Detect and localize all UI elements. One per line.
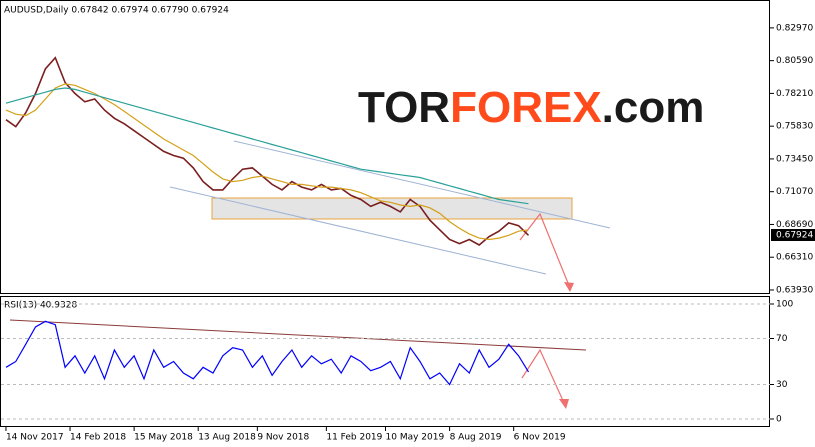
y-tick-label: 0.75830	[776, 122, 813, 132]
x-tick-label: 11 Feb 2019	[326, 433, 382, 443]
arrow-head	[564, 282, 574, 292]
channel-bottom	[169, 186, 547, 275]
price-tag-bg	[771, 228, 815, 241]
arrow-head	[559, 399, 569, 409]
x-tick-label: 6 Nov 2019	[514, 433, 566, 443]
y-tick-label: 100	[776, 300, 793, 310]
x-tick-label: 10 May 2019	[386, 433, 445, 443]
x-tick-label: 8 Aug 2019	[450, 433, 502, 443]
y-tick-label: 0.80590	[776, 56, 813, 66]
rsi-title: RSI(13) 40.9328	[4, 301, 77, 311]
x-tick-label: 15 May 2018	[134, 433, 193, 443]
watermark-part: TOR	[358, 83, 450, 132]
channel-top	[233, 140, 611, 229]
series-line	[5, 56, 530, 246]
y-tick-label: 0.68690	[776, 220, 813, 230]
y-tick-label: 0	[776, 415, 782, 425]
y-tick-label: 0.73450	[776, 154, 813, 164]
price-panel	[0, 0, 770, 294]
series-line	[5, 87, 529, 205]
resistance-zone	[211, 197, 573, 220]
y-tick-label: 30	[776, 380, 788, 390]
series-line	[5, 83, 529, 241]
y-tick-label: 0.71070	[776, 187, 813, 197]
rsi-panel	[0, 296, 770, 427]
x-tick-label: 13 Aug 2018	[198, 433, 256, 443]
y-tick-label: 0.66310	[776, 253, 813, 263]
y-tick-label: 0.82970	[776, 23, 813, 33]
watermark: TORFOREX.com	[358, 83, 704, 132]
watermark-part: .com	[602, 83, 705, 132]
y-tick-label: 70	[776, 334, 788, 344]
chart-title: AUDUSD,Daily 0.67842 0.67974 0.67790 0.6…	[4, 6, 229, 16]
x-tick-label: 14 Nov 2017	[6, 433, 64, 443]
y-tick-label: 0.63930	[776, 285, 813, 295]
price-tag: 0.67924	[776, 230, 813, 240]
y-tick-label: 0.78210	[776, 89, 813, 99]
rsi-trendline	[9, 319, 587, 351]
x-tick-label: 9 Nov 2018	[257, 433, 309, 443]
forecast-arrow	[519, 212, 571, 289]
annotations	[9, 140, 611, 409]
watermark-part: FOREX	[450, 83, 602, 132]
series-line	[5, 320, 530, 386]
x-tick-label: 14 Feb 2018	[70, 433, 126, 443]
rsi-arrow	[521, 348, 566, 406]
